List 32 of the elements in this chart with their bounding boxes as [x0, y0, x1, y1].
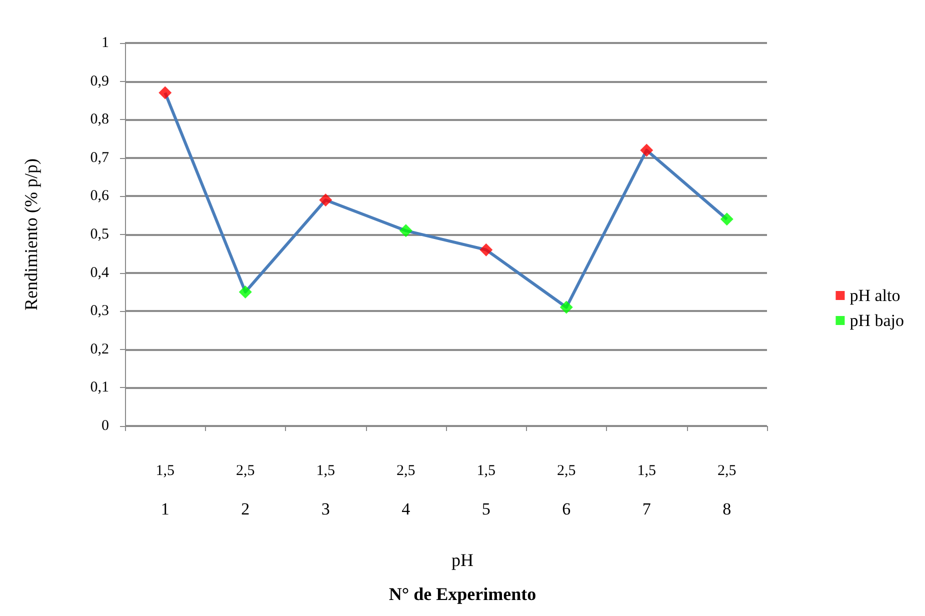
point [158, 86, 172, 100]
category-label: 1,5 1 [156, 463, 174, 518]
y-tick-label: 0,8 [90, 112, 109, 128]
text: N° de Experimento [388, 584, 536, 604]
category-label: 2,5 6 [557, 463, 576, 518]
y-tick-label: 0,3 [90, 303, 109, 320]
point [720, 212, 734, 226]
category-label: 2,5 2 [236, 463, 255, 518]
text: pH [452, 550, 474, 570]
point [480, 243, 493, 256]
category-label: 2,5 8 [718, 463, 736, 518]
point [560, 300, 573, 314]
legend-label: pH alto [850, 286, 900, 305]
y-tick-label: 0,2 [90, 341, 109, 358]
point [640, 144, 654, 157]
y-tick-label: 0,6 [90, 188, 110, 204]
category-label: 1,5 5 [476, 463, 496, 518]
category-label: 2,5 4 [396, 463, 416, 518]
category-label: 1,5 3 [316, 463, 335, 518]
category-label: 1,5 7 [637, 463, 656, 518]
point [399, 224, 412, 238]
y-axis-title: Rendimiento (% p/p) [21, 158, 41, 310]
y-tick-label: 0,4 [90, 264, 110, 281]
y-tick-label: 0 [102, 418, 109, 434]
y-tick-label: 1 [102, 35, 109, 51]
y-tick-label: 0,9 [90, 73, 109, 90]
point [319, 194, 332, 207]
y-tick-label: 0,7 [90, 150, 110, 166]
legend-label: pH bajo [850, 311, 904, 330]
y-tick-label: 0,1 [90, 380, 109, 396]
y-tick-label: 0,5 [90, 226, 109, 242]
point [238, 285, 252, 298]
